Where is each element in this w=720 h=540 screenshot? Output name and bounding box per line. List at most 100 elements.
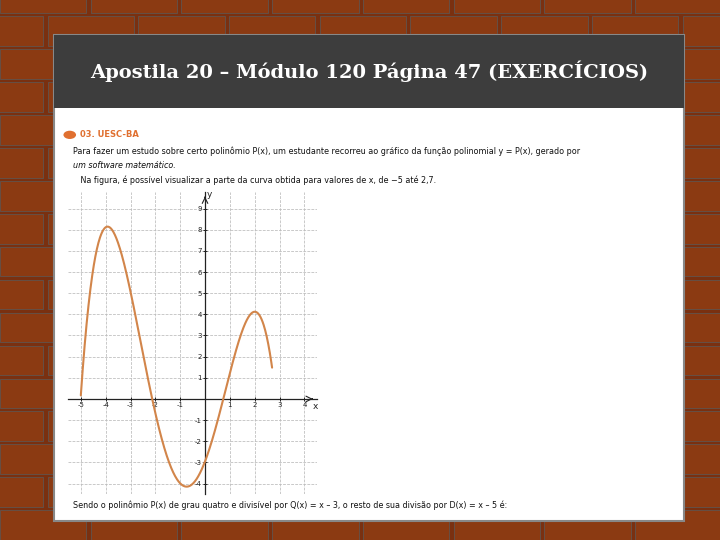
- FancyBboxPatch shape: [91, 247, 177, 276]
- FancyBboxPatch shape: [272, 313, 359, 342]
- FancyBboxPatch shape: [0, 313, 86, 342]
- FancyBboxPatch shape: [320, 411, 406, 441]
- FancyBboxPatch shape: [501, 280, 588, 309]
- FancyBboxPatch shape: [501, 214, 588, 244]
- FancyBboxPatch shape: [0, 510, 86, 540]
- FancyBboxPatch shape: [320, 346, 406, 375]
- FancyBboxPatch shape: [410, 280, 497, 309]
- FancyBboxPatch shape: [48, 280, 134, 309]
- FancyBboxPatch shape: [544, 49, 631, 79]
- FancyBboxPatch shape: [229, 82, 315, 112]
- FancyBboxPatch shape: [272, 379, 359, 408]
- FancyBboxPatch shape: [592, 148, 678, 178]
- FancyBboxPatch shape: [501, 477, 588, 507]
- FancyBboxPatch shape: [181, 181, 268, 211]
- FancyBboxPatch shape: [363, 49, 449, 79]
- FancyBboxPatch shape: [181, 115, 268, 145]
- FancyBboxPatch shape: [592, 280, 678, 309]
- Text: 03. UESC-BA: 03. UESC-BA: [81, 130, 140, 139]
- FancyBboxPatch shape: [181, 313, 268, 342]
- FancyBboxPatch shape: [363, 0, 449, 13]
- FancyBboxPatch shape: [138, 411, 225, 441]
- FancyBboxPatch shape: [181, 444, 268, 474]
- FancyBboxPatch shape: [501, 82, 588, 112]
- FancyBboxPatch shape: [48, 346, 134, 375]
- FancyBboxPatch shape: [635, 49, 720, 79]
- FancyBboxPatch shape: [592, 411, 678, 441]
- FancyBboxPatch shape: [229, 214, 315, 244]
- FancyBboxPatch shape: [410, 346, 497, 375]
- FancyBboxPatch shape: [229, 411, 315, 441]
- FancyBboxPatch shape: [91, 313, 177, 342]
- FancyBboxPatch shape: [91, 379, 177, 408]
- FancyBboxPatch shape: [544, 444, 631, 474]
- FancyBboxPatch shape: [635, 181, 720, 211]
- FancyBboxPatch shape: [320, 148, 406, 178]
- FancyBboxPatch shape: [181, 247, 268, 276]
- FancyBboxPatch shape: [48, 82, 134, 112]
- FancyBboxPatch shape: [635, 444, 720, 474]
- FancyBboxPatch shape: [0, 247, 86, 276]
- FancyBboxPatch shape: [454, 0, 540, 13]
- FancyBboxPatch shape: [0, 280, 43, 309]
- FancyBboxPatch shape: [454, 444, 540, 474]
- FancyBboxPatch shape: [91, 0, 177, 13]
- FancyBboxPatch shape: [272, 510, 359, 540]
- FancyBboxPatch shape: [410, 214, 497, 244]
- FancyBboxPatch shape: [181, 0, 268, 13]
- FancyBboxPatch shape: [544, 379, 631, 408]
- FancyBboxPatch shape: [592, 214, 678, 244]
- Circle shape: [63, 131, 76, 139]
- FancyBboxPatch shape: [48, 148, 134, 178]
- FancyBboxPatch shape: [683, 477, 720, 507]
- FancyBboxPatch shape: [544, 247, 631, 276]
- FancyBboxPatch shape: [229, 346, 315, 375]
- FancyBboxPatch shape: [683, 82, 720, 112]
- FancyBboxPatch shape: [0, 411, 43, 441]
- FancyBboxPatch shape: [0, 444, 86, 474]
- FancyBboxPatch shape: [0, 148, 43, 178]
- Text: y: y: [207, 191, 212, 199]
- Text: Na figura, é possível visualizar a parte da curva obtida para valores de x, de −: Na figura, é possível visualizar a parte…: [73, 176, 436, 185]
- FancyBboxPatch shape: [592, 346, 678, 375]
- FancyBboxPatch shape: [683, 16, 720, 46]
- FancyBboxPatch shape: [544, 0, 631, 13]
- FancyBboxPatch shape: [410, 477, 497, 507]
- FancyBboxPatch shape: [501, 346, 588, 375]
- FancyBboxPatch shape: [229, 16, 315, 46]
- FancyBboxPatch shape: [0, 16, 43, 46]
- FancyBboxPatch shape: [363, 510, 449, 540]
- FancyBboxPatch shape: [320, 214, 406, 244]
- FancyBboxPatch shape: [635, 313, 720, 342]
- FancyBboxPatch shape: [683, 411, 720, 441]
- FancyBboxPatch shape: [683, 148, 720, 178]
- FancyBboxPatch shape: [410, 411, 497, 441]
- FancyBboxPatch shape: [454, 510, 540, 540]
- FancyBboxPatch shape: [592, 16, 678, 46]
- FancyBboxPatch shape: [138, 477, 225, 507]
- FancyBboxPatch shape: [91, 444, 177, 474]
- FancyBboxPatch shape: [272, 49, 359, 79]
- FancyBboxPatch shape: [635, 115, 720, 145]
- FancyBboxPatch shape: [0, 115, 86, 145]
- FancyBboxPatch shape: [320, 280, 406, 309]
- FancyBboxPatch shape: [0, 214, 43, 244]
- FancyBboxPatch shape: [0, 379, 86, 408]
- FancyBboxPatch shape: [683, 214, 720, 244]
- FancyBboxPatch shape: [229, 477, 315, 507]
- FancyBboxPatch shape: [0, 0, 86, 13]
- FancyBboxPatch shape: [91, 115, 177, 145]
- FancyBboxPatch shape: [363, 313, 449, 342]
- FancyBboxPatch shape: [229, 148, 315, 178]
- FancyBboxPatch shape: [181, 379, 268, 408]
- Text: Para fazer um estudo sobre certo polinômio P(x), um estudante recorreu ao gráfic: Para fazer um estudo sobre certo polinôm…: [73, 147, 580, 156]
- FancyBboxPatch shape: [0, 346, 43, 375]
- FancyBboxPatch shape: [272, 247, 359, 276]
- FancyBboxPatch shape: [272, 0, 359, 13]
- FancyBboxPatch shape: [0, 181, 86, 211]
- FancyBboxPatch shape: [454, 115, 540, 145]
- FancyBboxPatch shape: [363, 247, 449, 276]
- FancyBboxPatch shape: [635, 510, 720, 540]
- FancyBboxPatch shape: [592, 477, 678, 507]
- FancyBboxPatch shape: [91, 181, 177, 211]
